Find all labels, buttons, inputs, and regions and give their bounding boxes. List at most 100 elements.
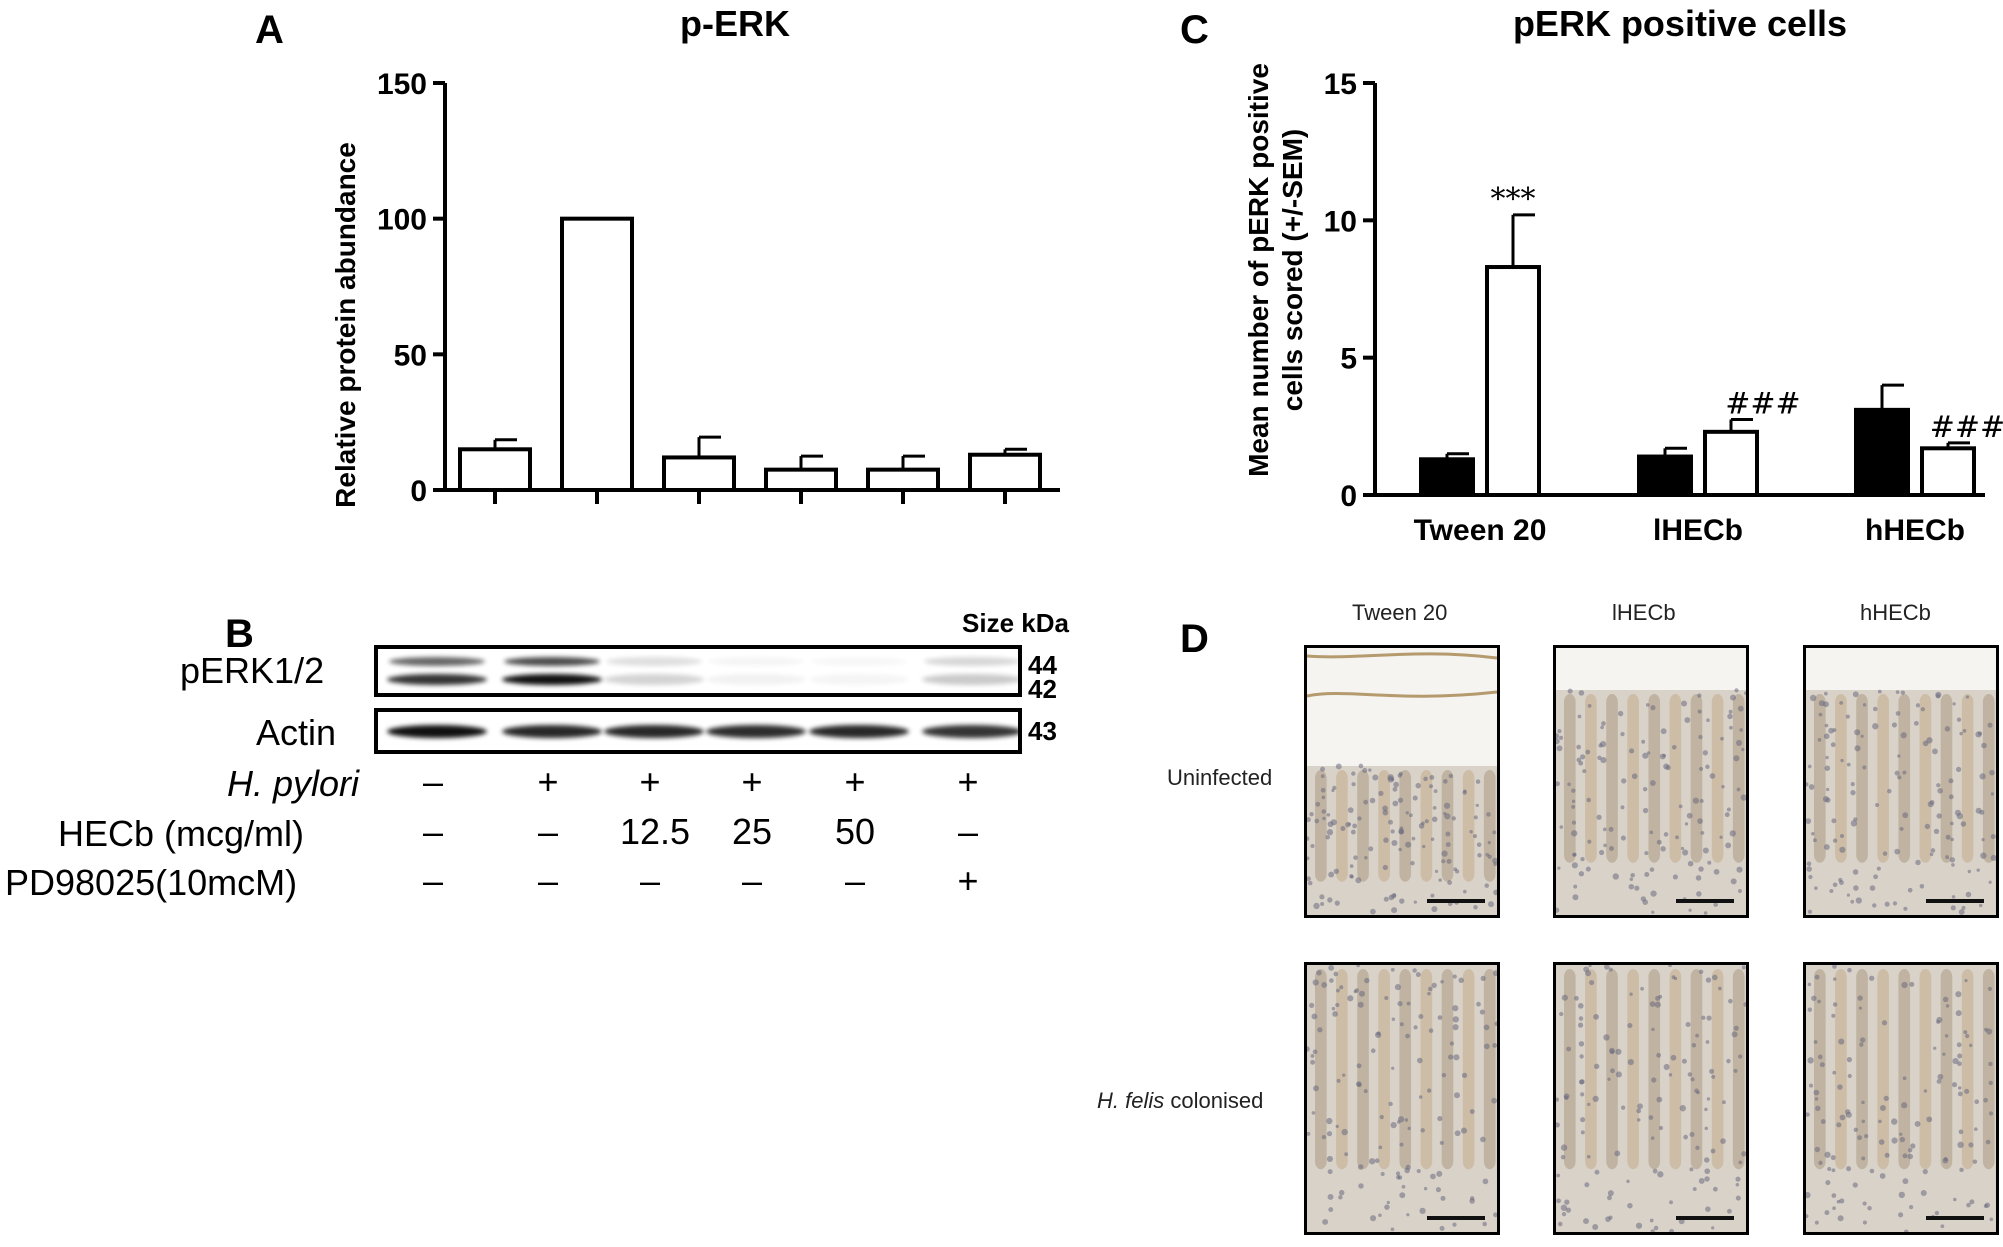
blot-band-perk42-2 [604,674,704,685]
panel-letter-b: B [225,612,254,656]
micrograph-r0-c2 [1803,645,1999,918]
condition-hecb-lane-4: 50 [834,811,876,852]
micro-row-label-rest: colonised [1164,1088,1264,1113]
condition-label-hpylori: H. pylori [227,763,360,804]
blot-band-actin-5 [922,725,1018,738]
micrograph-tissue-r0-c1 [1556,648,1746,915]
condition-hpylori-lane-5: + [957,761,979,802]
blot-band-perk44-0 [389,657,485,666]
blot-size-header: Size kDa [962,608,1069,638]
chart-c-annotation-1: ### [1725,386,1800,421]
chart-c-bar-0-0 [1419,457,1475,497]
chart-c-bar-0-1 [1485,265,1541,497]
blot-actin-strip [374,708,1022,754]
chart-a-bar-5 [968,452,1042,492]
blot-perk-strip [374,645,1022,697]
condition-hecb-lane-2: 12.5 [620,811,691,852]
chart-c-y-tick-label-1: 5 [1340,343,1357,376]
chart-c-y-tick-label-0: 0 [1340,480,1357,513]
chart-a-y-tick-label-1: 50 [394,339,427,372]
condition-hecb-lane-1: – [537,811,559,852]
blot-row-label-actin: Actin [256,712,337,753]
chart-c-bar-1-1 [1703,429,1759,497]
blot-band-actin-0 [387,725,487,738]
chart-c-bar-2-1 [1920,446,1976,498]
chart-c-annotation-0: *** [1491,182,1536,217]
condition-hecb-lane-0: – [422,811,444,852]
condition-hpylori-lane-0: – [422,761,444,802]
condition-pd-lane-4: – [844,860,866,901]
blot-row-label-perk: pERK1/2 [180,650,325,691]
condition-label-hecb: HECb (mcg/ml) [58,813,305,854]
condition-hpylori-lane-3: + [741,761,763,802]
chart-c-y-axis-label: Mean number of pERK positive cells score… [1243,63,1308,477]
micro-col-label-tween: Tween 20 [1352,600,1448,625]
chart-c-x-tick-label-0: Tween 20 [1414,514,1547,547]
condition-pd-lane-1: – [537,860,559,901]
micrograph-tissue-r1-c2 [1806,965,1996,1232]
chart-c: pERK positive cells Mean number of pERK … [1243,3,2003,547]
micrograph-tissue-r1-c1 [1556,965,1746,1232]
micro-row-label-uninfected: Uninfected [1167,765,1273,790]
condition-hpylori-lane-1: + [537,761,559,802]
blot-band-perk42-3 [706,674,806,685]
chart-c-x-tick-label-1: lHECb [1653,514,1743,547]
blot-band-actin-3 [706,725,806,738]
blot-band-perk42-5 [922,674,1018,685]
condition-pd-lane-0: – [422,860,444,901]
blot-size-44: 44 [1028,650,1057,680]
chart-c-y-tick-label-2: 10 [1324,205,1357,238]
blot-band-perk42-0 [387,674,487,685]
chart-a-bar-4 [866,467,940,492]
chart-a: p-ERK Relative protein abundance 0 50 100 1… [330,3,1060,508]
micrograph-tissue-r0-c0 [1307,648,1497,915]
blot-size-43: 43 [1028,716,1057,746]
blot-band-actin-1 [502,725,602,738]
chart-c-bar-1-0 [1637,454,1693,497]
chart-c-bar-2-0 [1854,407,1910,497]
micrograph-tissue-r1-c0 [1307,965,1497,1232]
micrograph-r1-c2 [1803,962,1999,1235]
condition-pd-lane-3: – [741,860,763,901]
micrograph-tissue-r0-c2 [1806,648,1996,915]
condition-label-pd: PD98025(10mcM) [5,862,298,903]
micrograph-r1-c1 [1553,962,1749,1235]
condition-hpylori-lane-2: + [639,761,661,802]
panel-letter-a: A [255,8,284,52]
micrograph-r1-c0 [1304,962,1500,1235]
chart-a-bar-3 [764,467,838,492]
panel-letter-c: C [1180,8,1209,52]
condition-hecb-lane-3: 25 [731,811,773,852]
micro-col-label-hhecb: hHECb [1860,600,1931,625]
micro-col-label-lhecb: lHECb [1612,600,1676,625]
chart-a-bar-1 [560,216,634,493]
chart-a-bar-2 [662,455,736,493]
chart-c-y-tick-label-3: 15 [1324,68,1357,101]
chart-a-y-tick-label-0: 0 [410,475,427,508]
blot-band-perk44-2 [606,657,702,666]
chart-a-bar-0 [458,447,532,492]
blot-band-perk44-3 [708,657,804,666]
blot-band-perk42-4 [809,674,909,685]
micro-row-label-colonised: H. felis colonised [1097,1088,1263,1114]
blot-size-42: 42 [1028,674,1057,704]
blot-band-perk44-5 [924,657,1018,666]
blot-band-actin-2 [604,725,704,738]
micrograph-r0-c1 [1553,645,1749,918]
chart-a-y-tick-label-2: 100 [377,204,427,237]
condition-hpylori-lane-4: + [844,761,866,802]
chart-a-title: p-ERK [680,3,790,44]
micrograph-r0-c0 [1304,645,1500,918]
chart-c-y-axis-label-line1: Mean number of pERK positive [1243,63,1274,477]
panel-letter-d: D [1180,617,1209,661]
chart-c-annotation-2: #### [1930,410,2003,445]
blot-band-perk42-1 [502,674,602,685]
condition-pd-lane-2: – [639,860,661,901]
blot-band-perk44-4 [811,657,907,666]
micro-row-label-species: H. felis [1097,1088,1165,1113]
chart-a-y-axis-label: Relative protein abundance [330,142,361,508]
chart-a-y-tick-label-3: 150 [377,68,427,101]
blot-band-actin-4 [809,725,909,738]
condition-hecb-lane-5: – [957,811,979,852]
